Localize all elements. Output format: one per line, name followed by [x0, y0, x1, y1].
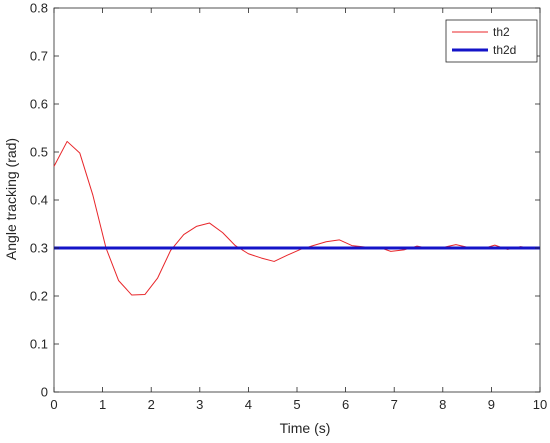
x-tick-label: 3: [196, 397, 203, 412]
x-tick-label: 1: [99, 397, 106, 412]
x-tick-label: 5: [293, 397, 300, 412]
x-tick-label: 9: [488, 397, 495, 412]
y-tick-label: 0.8: [30, 1, 48, 16]
plot-area: [53, 7, 541, 393]
x-tick-label: 6: [342, 397, 349, 412]
axes-frame: [53, 7, 541, 393]
y-tick-label: 0.1: [30, 337, 48, 352]
y-tick-label: 0.7: [30, 49, 48, 64]
x-tick-label: 7: [391, 397, 398, 412]
x-axis-label: Time (s): [280, 420, 331, 436]
y-axis-label: Angle tracking (rad): [3, 138, 19, 260]
legend-label-th2: th2: [493, 25, 510, 39]
x-tick-label: 4: [245, 397, 252, 412]
y-tick-label: 0.4: [30, 193, 48, 208]
legend-label-th2d: th2d: [493, 43, 516, 57]
y-tick-label: 0.2: [30, 289, 48, 304]
y-tick-label: 0.6: [30, 97, 48, 112]
y-tick-label: 0: [41, 385, 48, 400]
legend: th2 th2d: [445, 19, 538, 63]
ticks-layer: 0 1 2 3 4 5 6 7 8 9 10 0 0.1 0.2 0.3 0.4 0.5 0.6 0.7 0.8: [30, 1, 547, 413]
y-tick-label: 0.3: [30, 241, 48, 256]
x-tick-label: 10: [533, 397, 547, 412]
series-layer: [53, 140, 541, 296]
y-tick-label: 0.5: [30, 145, 48, 160]
legend-box: [445, 19, 538, 63]
x-tick-label: 8: [439, 397, 446, 412]
x-tick-label: 0: [50, 397, 57, 412]
x-tick-label: 2: [148, 397, 155, 412]
